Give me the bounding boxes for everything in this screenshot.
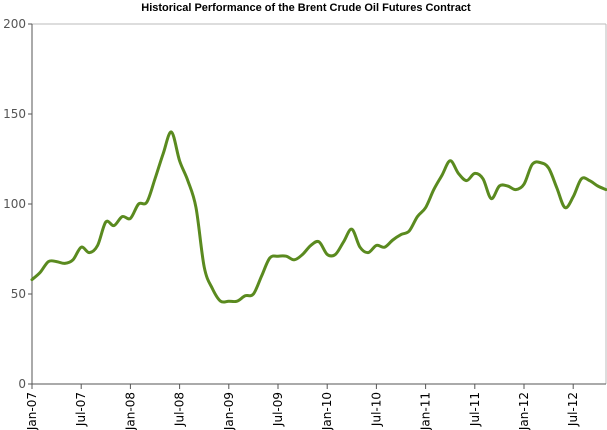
plot-frame xyxy=(31,23,607,385)
x-tick-label: Jul-08 xyxy=(173,392,187,427)
y-axis: 0 50 100 150 200 xyxy=(3,17,32,391)
x-axis: Jan-07 Jul-07 Jan-08 Jul-08 Jan-09 Jul-09 Jan-… xyxy=(25,384,580,430)
x-tick-label: Jan-12 xyxy=(517,392,531,430)
y-tick-label: 50 xyxy=(11,287,26,301)
y-tick-label: 150 xyxy=(3,107,26,121)
x-tick-label: Jul-11 xyxy=(468,392,482,427)
y-tick-label: 0 xyxy=(18,377,26,391)
x-tick-label: Jan-08 xyxy=(123,392,137,430)
series-line-0 xyxy=(30,130,607,304)
x-tick-label: Jan-11 xyxy=(419,392,433,430)
series-group xyxy=(30,130,607,304)
x-tick-label: Jul-07 xyxy=(74,392,88,427)
x-tick-label: Jul-10 xyxy=(369,392,383,427)
x-tick-label: Jan-07 xyxy=(25,392,39,430)
x-tick-label: Jan-09 xyxy=(222,392,236,430)
x-tick-label: Jul-09 xyxy=(271,392,285,427)
x-tick-label: Jan-10 xyxy=(320,392,334,430)
y-tick-label: 200 xyxy=(3,17,26,31)
x-tick-label: Jul-12 xyxy=(566,392,580,427)
y-tick-label: 100 xyxy=(3,197,26,211)
chart-title: Historical Performance of the Brent Crud… xyxy=(141,2,471,14)
